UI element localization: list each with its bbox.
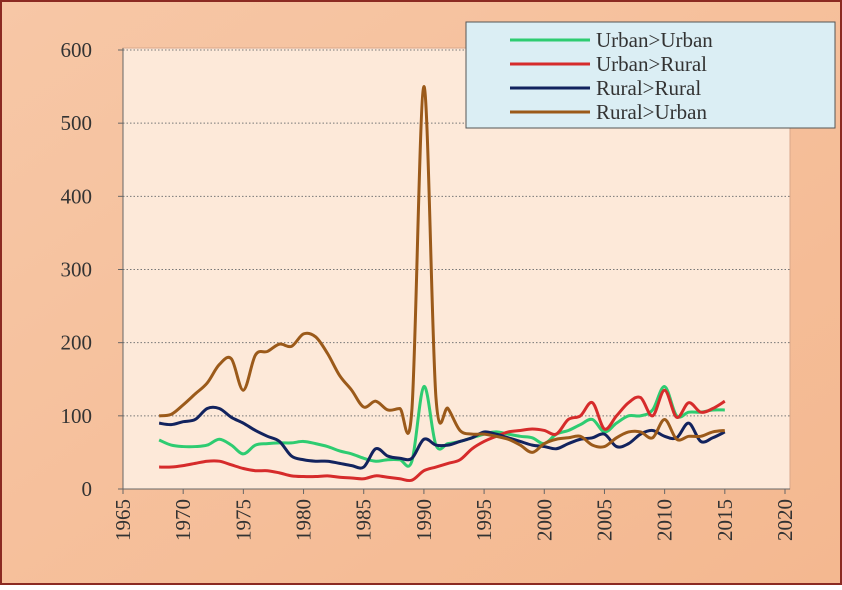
x-tick-label: 2010 xyxy=(653,499,677,541)
x-tick-label: 1975 xyxy=(231,499,255,541)
y-tick-label: 400 xyxy=(61,184,93,208)
series-line xyxy=(158,85,725,454)
series-line xyxy=(158,405,726,470)
x-tick-label: 1990 xyxy=(412,499,436,541)
legend-label: Urban>Rural xyxy=(596,52,707,76)
axes: 0 100 200 300 400 500 600 1965 1970 1975 1980 1985 1… xyxy=(61,38,798,541)
legend-label: Rural>Rural xyxy=(596,76,701,100)
series-line xyxy=(159,388,726,483)
legend-label: Urban>Urban xyxy=(596,28,713,52)
x-tick-label: 1970 xyxy=(171,499,195,541)
x-tick-label: 1965 xyxy=(111,499,135,541)
x-tick-label: 1980 xyxy=(292,499,316,541)
x-tick-label: 2015 xyxy=(713,499,737,541)
y-tick-label: 0 xyxy=(82,477,93,501)
x-tick-label: 2000 xyxy=(532,499,556,541)
y-tick-label: 500 xyxy=(61,111,93,135)
x-tick-label: 2005 xyxy=(592,499,616,541)
y-tick-label: 600 xyxy=(61,38,93,62)
y-tick-label: 100 xyxy=(61,404,93,428)
lines xyxy=(158,85,726,483)
grid xyxy=(123,49,790,417)
legend-label: Rural>Urban xyxy=(596,100,707,124)
y-tick-label: 200 xyxy=(61,331,93,355)
legend: Urban>UrbanUrban>RuralRural>RuralRural>U… xyxy=(465,21,836,129)
x-tick-label: 2020 xyxy=(773,499,797,541)
series-line xyxy=(158,385,725,468)
y-tick-label: 300 xyxy=(61,258,93,282)
x-tick-label: 1985 xyxy=(352,499,376,541)
x-tick-label: 1995 xyxy=(472,499,496,541)
